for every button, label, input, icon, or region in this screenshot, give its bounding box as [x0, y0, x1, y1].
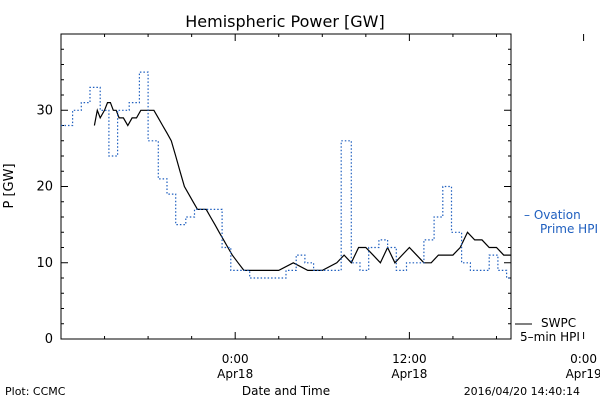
footer-plot-credit: Plot: CCMC [5, 385, 66, 398]
y-axis-ticks: 0 10 20 30 [36, 48, 511, 347]
x-tick-time-1: 12:00 [392, 352, 427, 366]
legend-ovation-line2: Prime HPI [540, 222, 598, 236]
series-ovation-prime-line [61, 71, 511, 279]
x-tick-date-2: Apr19 [566, 367, 600, 381]
y-tick-label-1: 10 [36, 256, 53, 271]
chart-title: Hemispheric Power [GW] [185, 12, 384, 31]
x-tick-date-0: Apr18 [217, 367, 253, 381]
x-tick-time-0: 0:00 [222, 352, 249, 366]
legend-swpc-line2: 5–min HPI [520, 330, 580, 344]
y-tick-label-3: 30 [36, 103, 53, 118]
series-layer [61, 71, 511, 279]
x-axis-ticks: 0:00Apr1812:00Apr180:00Apr1912:00Apr190:… [104, 34, 600, 381]
legend: – Ovation Prime HPI SWPC 5–min HPI [515, 208, 598, 344]
x-tick-date-1: Apr18 [391, 367, 427, 381]
footer-timestamp: 2016/04/20 14:40:14 [464, 385, 580, 398]
legend-swpc-line1: SWPC [541, 316, 576, 330]
x-axis-label: Date and Time [242, 384, 330, 398]
y-tick-label-2: 20 [36, 180, 53, 195]
series-swpc-line [93, 102, 511, 271]
legend-ovation-line1: – Ovation [524, 208, 581, 222]
plot-frame [60, 33, 512, 340]
x-tick-time-2: 0:00 [570, 352, 597, 366]
y-tick-label-0: 0 [45, 332, 53, 347]
y-axis-label: P [GW] [2, 163, 17, 208]
